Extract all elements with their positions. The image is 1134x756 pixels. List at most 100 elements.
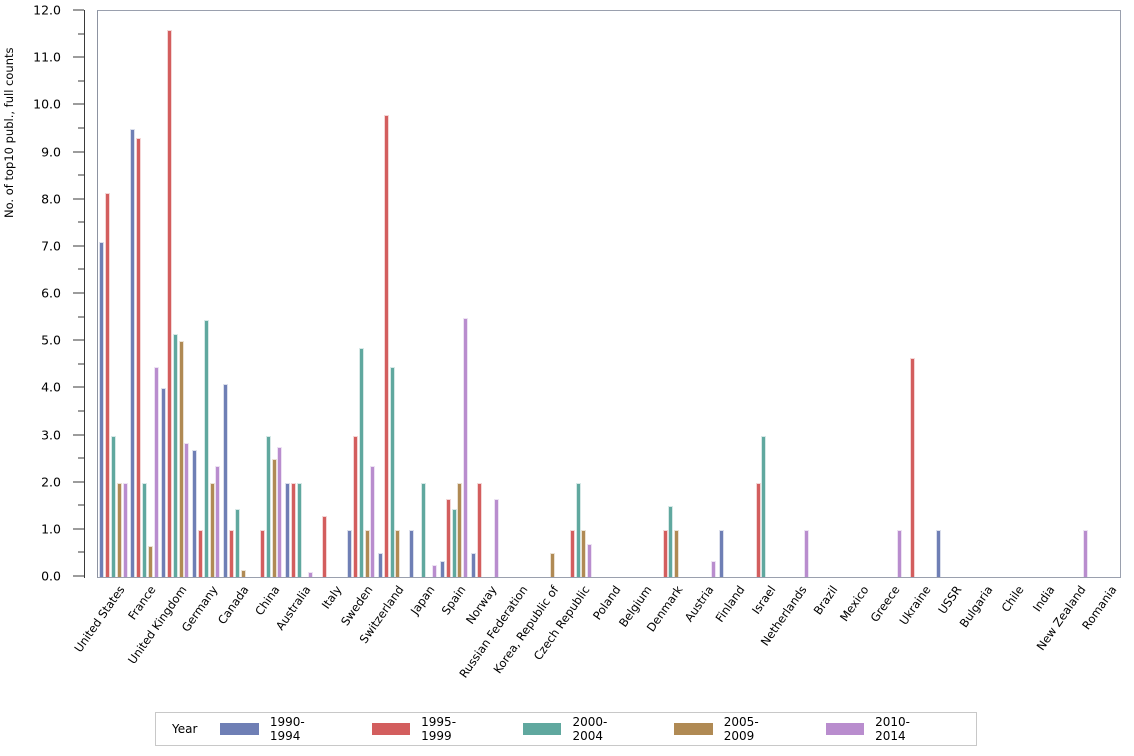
legend-swatch: [824, 722, 866, 736]
bar[interactable]: [105, 192, 111, 577]
bar[interactable]: [389, 367, 395, 577]
bar[interactable]: [277, 447, 283, 577]
bar[interactable]: [203, 319, 209, 577]
bar[interactable]: [167, 29, 173, 577]
bar[interactable]: [271, 459, 277, 577]
y-tick-mark: [73, 339, 84, 341]
bar[interactable]: [463, 317, 469, 577]
bar[interactable]: [910, 357, 916, 577]
bar[interactable]: [803, 529, 809, 577]
bar[interactable]: [569, 529, 575, 577]
bar[interactable]: [110, 435, 116, 577]
legend-swatch: [219, 722, 260, 736]
bar-group: [284, 11, 315, 577]
bar[interactable]: [420, 482, 426, 577]
bar[interactable]: [395, 529, 401, 577]
bar[interactable]: [223, 383, 229, 577]
y-tick-mark: [73, 528, 84, 530]
bar[interactable]: [587, 543, 593, 577]
bar-group: [129, 11, 160, 577]
y-tick-label: 6.0: [41, 285, 61, 301]
bar[interactable]: [440, 560, 446, 577]
bar-group: [1027, 11, 1058, 577]
bar[interactable]: [935, 529, 941, 577]
bar[interactable]: [378, 553, 384, 577]
y-tick-mark-minor: [78, 551, 84, 553]
x-tick-label: Mexico: [836, 583, 872, 624]
bar[interactable]: [451, 508, 457, 577]
legend-entry[interactable]: 2000-2004: [522, 715, 635, 743]
bar[interactable]: [370, 466, 376, 577]
bar[interactable]: [153, 367, 159, 577]
bar-group: [98, 11, 129, 577]
bar[interactable]: [215, 466, 221, 577]
bar[interactable]: [445, 499, 451, 577]
bar[interactable]: [209, 482, 215, 577]
bar[interactable]: [147, 546, 153, 577]
bar[interactable]: [550, 553, 556, 577]
bar[interactable]: [575, 482, 581, 577]
bar-group: [315, 11, 346, 577]
legend-entry[interactable]: 1990-1994: [219, 715, 332, 743]
bar[interactable]: [364, 529, 370, 577]
bar[interactable]: [321, 515, 327, 577]
bar[interactable]: [285, 482, 291, 577]
bar[interactable]: [296, 482, 302, 577]
bar[interactable]: [136, 138, 142, 577]
bar[interactable]: [476, 482, 482, 577]
y-tick-mark-minor: [78, 221, 84, 223]
bar[interactable]: [471, 553, 477, 577]
bar-group: [563, 11, 594, 577]
bar[interactable]: [308, 572, 314, 577]
bar[interactable]: [581, 529, 587, 577]
bar-group-inner: [129, 11, 160, 577]
bar[interactable]: [234, 508, 240, 577]
bar[interactable]: [198, 529, 204, 577]
legend-entry[interactable]: 2010-2014: [824, 715, 938, 743]
bar[interactable]: [432, 565, 438, 577]
legend-label: 2000-2004: [572, 715, 608, 743]
bar[interactable]: [240, 569, 246, 577]
bar[interactable]: [409, 529, 415, 577]
bar-group-inner: [501, 11, 532, 577]
plot-area: [97, 10, 1121, 578]
x-tick-label: United States: [71, 583, 128, 655]
bar[interactable]: [172, 334, 178, 577]
bar[interactable]: [178, 341, 184, 577]
bar[interactable]: [116, 482, 122, 577]
bar[interactable]: [718, 529, 724, 577]
bar[interactable]: [457, 482, 463, 577]
y-tick-mark-minor: [78, 457, 84, 459]
bar[interactable]: [494, 499, 500, 577]
bar[interactable]: [662, 529, 668, 577]
bar[interactable]: [668, 506, 674, 577]
bar[interactable]: [896, 529, 902, 577]
bar[interactable]: [141, 482, 147, 577]
bar[interactable]: [352, 435, 358, 577]
bar[interactable]: [674, 529, 680, 577]
bar[interactable]: [265, 435, 271, 577]
bar-group-inner: [1089, 11, 1120, 577]
bar[interactable]: [347, 529, 353, 577]
bar[interactable]: [184, 442, 190, 577]
y-tick-mark: [73, 151, 84, 152]
bar[interactable]: [229, 529, 235, 577]
bar[interactable]: [710, 560, 716, 577]
legend-entry[interactable]: 1995-1999: [370, 715, 484, 743]
bar[interactable]: [291, 482, 297, 577]
y-tick-label: 0.0: [41, 568, 61, 584]
bar-group: [655, 11, 686, 577]
bar[interactable]: [383, 114, 389, 577]
bar[interactable]: [1082, 529, 1088, 577]
bar[interactable]: [755, 482, 761, 577]
bar[interactable]: [192, 449, 198, 577]
bar[interactable]: [99, 242, 105, 577]
bar[interactable]: [130, 128, 136, 577]
bar[interactable]: [358, 348, 364, 577]
legend-entry[interactable]: 2005-2009: [673, 715, 786, 743]
bar[interactable]: [260, 529, 266, 577]
bar[interactable]: [761, 435, 767, 577]
bar[interactable]: [161, 388, 167, 577]
y-tick-label: 8.0: [41, 191, 61, 207]
bar[interactable]: [122, 482, 128, 577]
